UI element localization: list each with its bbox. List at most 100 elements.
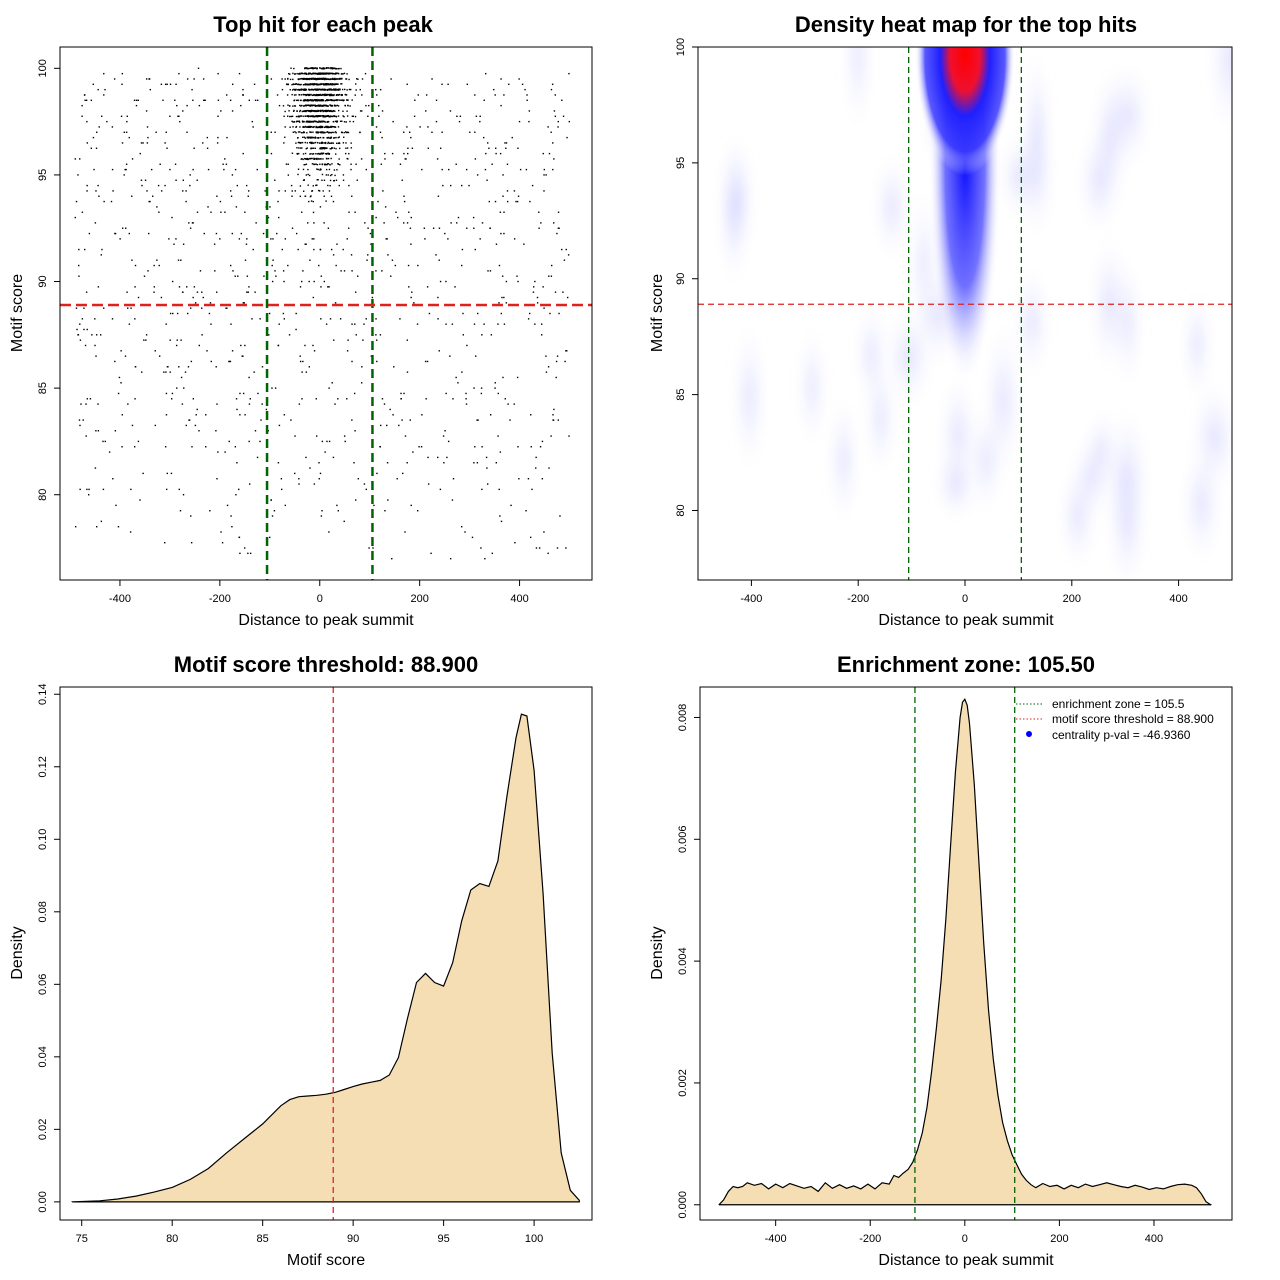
scatter-x-tick-label: 0 — [317, 593, 323, 605]
scatter-point — [334, 104, 336, 107]
scatter-point — [314, 104, 316, 106]
scatter-point — [481, 446, 483, 448]
scatter-point — [331, 131, 333, 134]
scatter-point — [153, 286, 156, 288]
scatter-point — [164, 446, 167, 448]
scatter-point — [423, 227, 426, 229]
scatter-point — [127, 307, 129, 309]
scatter-point — [164, 184, 166, 187]
scatter-point — [314, 147, 316, 149]
scatter-point — [189, 227, 192, 229]
scatter-point — [303, 78, 305, 80]
scatter-point — [518, 120, 521, 123]
scatter-point — [312, 89, 315, 91]
scatter-point — [562, 291, 564, 293]
scatter-point — [135, 99, 138, 101]
scatter-point — [379, 131, 382, 133]
scatter-point — [165, 131, 167, 133]
scatter-point — [318, 158, 320, 160]
scatter-point — [319, 158, 321, 160]
scatter-point — [182, 494, 185, 496]
scatter-point — [203, 99, 205, 101]
scatter-point — [338, 136, 341, 138]
scatter-point — [344, 131, 347, 133]
scatter-point — [201, 291, 203, 293]
score-density-plot-frame — [59, 686, 593, 1221]
scatter-point — [476, 419, 478, 421]
scatter-point — [445, 392, 447, 395]
scatter-point — [178, 488, 180, 491]
scatter-point — [141, 184, 143, 187]
scatter-point — [330, 78, 332, 81]
scatter-point — [556, 547, 559, 549]
scatter-point — [349, 105, 351, 107]
scatter-point — [112, 190, 114, 192]
scatter-point — [146, 190, 148, 192]
heatmap-y-tick-label: 85 — [675, 388, 687, 400]
scatter-point — [270, 131, 272, 133]
heatmap-x-tick-label: -400 — [740, 593, 762, 605]
scatter-point — [231, 350, 234, 352]
scatter-point — [337, 115, 340, 117]
scatter-point — [308, 94, 310, 97]
scatter-point — [489, 270, 492, 272]
scatter-point — [307, 120, 309, 123]
scatter-point — [128, 136, 130, 139]
scatter-point — [557, 211, 560, 213]
scatter-point — [292, 83, 295, 86]
scatter-point — [97, 286, 100, 288]
scatter-point — [313, 222, 315, 224]
scatter-point — [383, 403, 386, 405]
scatter-point — [309, 158, 312, 160]
scatter-point — [291, 120, 293, 123]
scatter-point — [359, 131, 361, 133]
scatter-point — [319, 78, 322, 80]
scatter-point — [328, 153, 331, 155]
scatter-point — [123, 131, 125, 133]
scatter-point — [557, 120, 559, 123]
scatter-point — [194, 302, 197, 304]
scatter-point — [317, 78, 320, 80]
scatter-point — [331, 72, 333, 74]
scatter-point — [460, 526, 463, 528]
scatter-point — [148, 78, 151, 80]
scatter-point — [348, 152, 350, 155]
scatter-point — [235, 398, 238, 400]
scatter-point — [144, 179, 147, 181]
heatmap-density — [698, 47, 1232, 580]
scatter-point — [315, 88, 317, 90]
scatter-point — [427, 126, 429, 128]
scatter-point — [305, 94, 308, 96]
scatter-point — [517, 195, 520, 197]
scatter-point — [303, 131, 305, 133]
scatter-point — [334, 67, 337, 70]
scatter-point — [339, 147, 341, 150]
scatter-point — [271, 264, 273, 267]
scatter-point — [305, 104, 307, 106]
scatter-point — [125, 168, 127, 171]
scatter-point — [316, 179, 318, 181]
scatter-point — [334, 110, 336, 112]
scatter-point — [330, 147, 333, 150]
scatter-point — [437, 195, 440, 197]
scatter-point — [336, 88, 339, 91]
scatter-point — [289, 105, 291, 107]
scatter-point — [267, 216, 270, 219]
scatter-point — [502, 376, 504, 379]
scatter-point — [304, 115, 306, 117]
scatter-point — [359, 110, 362, 112]
scatter-point — [489, 227, 491, 229]
scatter-point — [299, 109, 302, 112]
scatter-point — [462, 334, 465, 336]
scatter-point — [311, 67, 313, 69]
scatter-point — [305, 83, 308, 85]
scatter-point — [177, 259, 180, 261]
scatter-point — [143, 275, 146, 277]
scatter-point — [323, 126, 326, 129]
scatter-point — [129, 531, 132, 533]
scatter-point — [526, 94, 528, 96]
scatter-point — [320, 99, 322, 101]
scatter-point — [85, 435, 87, 437]
scatter-point — [332, 99, 334, 102]
scatter-point — [298, 94, 301, 96]
